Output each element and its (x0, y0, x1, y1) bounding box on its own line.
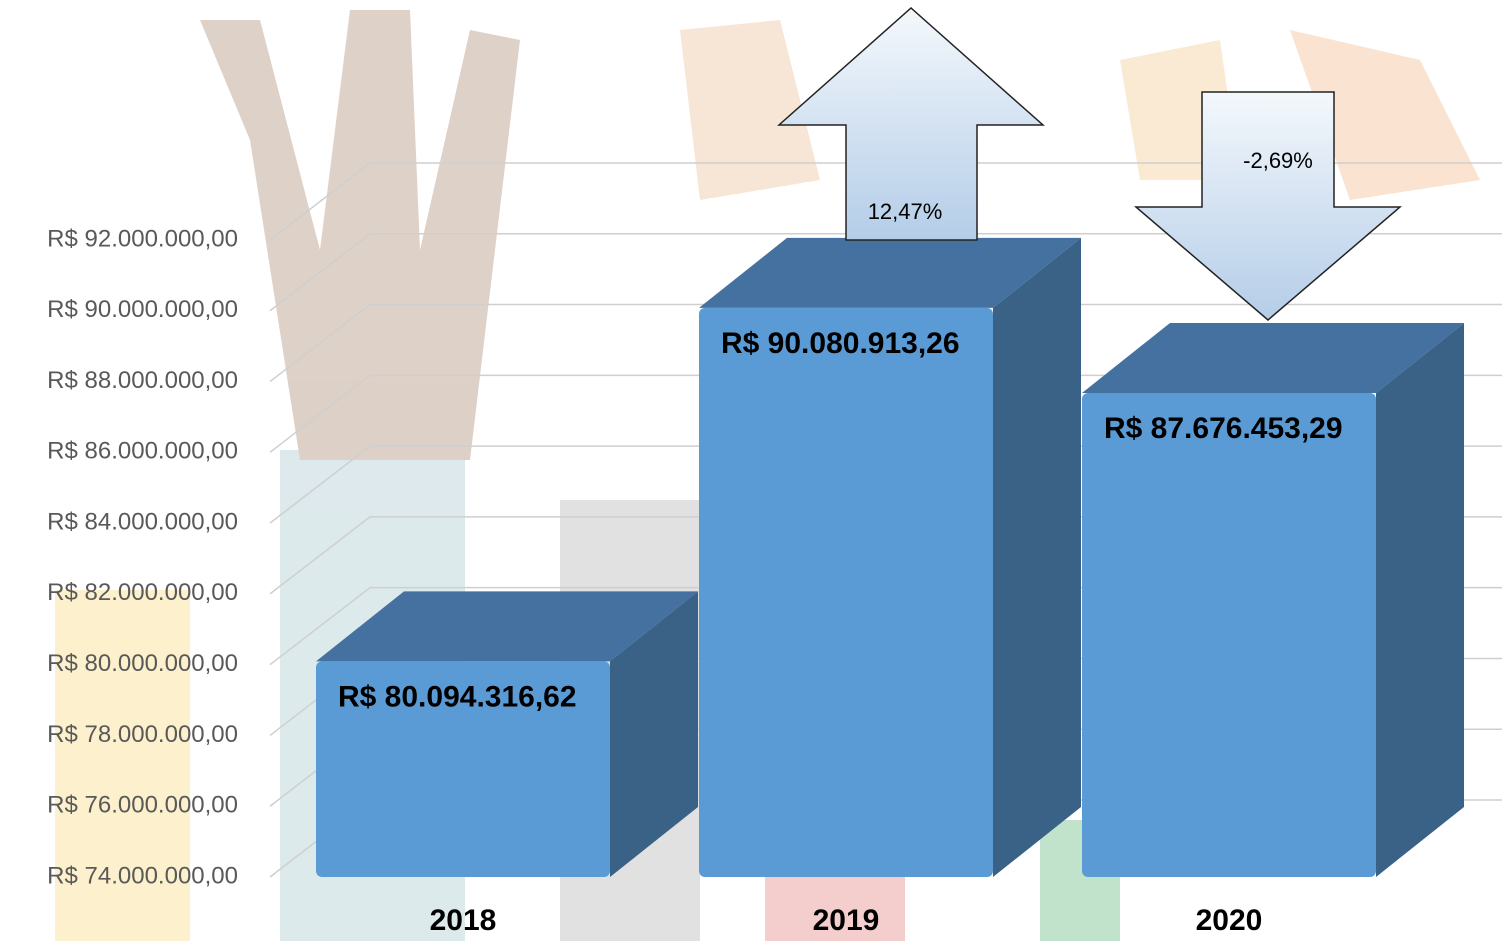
annotation: -2,69% (1243, 148, 1313, 173)
x-tick-label: 2018 (430, 904, 497, 937)
x-tick-label: 2020 (1196, 904, 1263, 937)
bar (699, 308, 993, 877)
bar-side (1376, 323, 1464, 877)
y-tick-label: R$ 80.000.000,00 (47, 650, 238, 677)
annotation: 12,47% (868, 199, 943, 224)
value-label: R$ 90.080.913,26 (721, 327, 960, 360)
y-tick-label: R$ 90.000.000,00 (47, 296, 238, 323)
y-tick-label: R$ 78.000.000,00 (47, 721, 238, 748)
page: {"chart_data": {"type": "bar3d", "catego… (0, 0, 1502, 941)
x-tick-label: 2019 (813, 904, 880, 937)
chart: R$ 74.000.000,00 R$ 76.000.000,00 R$ 78.00… (0, 0, 1502, 941)
bar-side (993, 238, 1081, 877)
y-tick-label: R$ 86.000.000,00 (47, 438, 238, 465)
value-label: R$ 80.094.316,62 (338, 680, 577, 713)
y-tick-label: R$ 74.000.000,00 (47, 862, 238, 889)
y-tick-label: R$ 84.000.000,00 (47, 508, 238, 535)
y-tick-label: R$ 82.000.000,00 (47, 579, 238, 606)
y-tick-label: R$ 92.000.000,00 (47, 225, 238, 252)
y-tick-label: R$ 88.000.000,00 (47, 367, 238, 394)
value-label: R$ 87.676.453,29 (1104, 412, 1343, 445)
y-tick-label: R$ 76.000.000,00 (47, 792, 238, 819)
bar (1082, 393, 1376, 877)
